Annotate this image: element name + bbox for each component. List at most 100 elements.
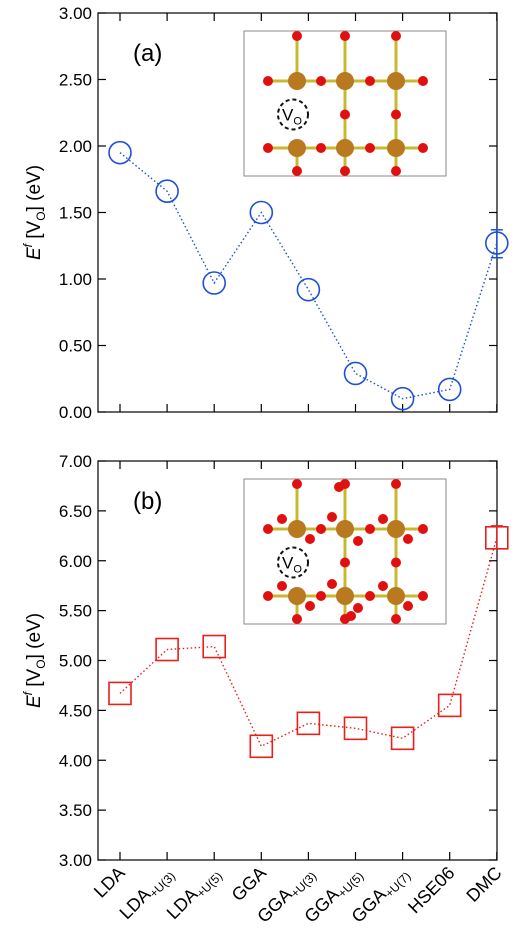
x-tick-label-sub: +U(5) — [335, 869, 366, 900]
oxygen-atom — [292, 166, 302, 176]
data-point — [484, 526, 509, 550]
oxygen-atom — [277, 581, 287, 591]
oxygen-atom — [418, 524, 428, 534]
vacancy-marker — [277, 546, 309, 579]
y-axis-label-main: E — [24, 247, 45, 260]
oxygen-atom — [263, 524, 273, 534]
vacancy-label-v: V — [282, 106, 294, 125]
oxygen-atom — [391, 166, 401, 176]
oxygen-atom — [316, 143, 326, 153]
oxygen-atom — [346, 611, 356, 621]
x-tick-label: LDA — [90, 863, 129, 902]
metal-atom — [336, 72, 354, 90]
oxygen-atom — [391, 109, 401, 120]
oxygen-atom — [292, 31, 302, 41]
oxygen-atom — [365, 76, 375, 86]
data-point — [484, 231, 509, 255]
data-point — [155, 637, 179, 662]
oxygen-atom — [391, 31, 401, 41]
x-tick-label: LDA+U(5) — [163, 863, 225, 925]
y-tick-label: 2.00 — [59, 137, 92, 156]
y-axis-label-bracket_close: ] (eV) — [24, 165, 45, 211]
data-point — [108, 681, 132, 706]
x-tick-label-base: DMC — [462, 863, 505, 906]
oxygen-atom — [292, 614, 302, 624]
oxygen-atom — [365, 143, 375, 153]
metal-atom — [288, 72, 306, 90]
oxygen-atom — [353, 536, 363, 546]
y-tick-label: 1.50 — [59, 204, 92, 223]
data-point — [202, 634, 226, 659]
inset-structure: VO — [243, 478, 447, 625]
data-point — [343, 361, 368, 386]
data-point — [343, 716, 368, 741]
oxygen-atom — [403, 534, 413, 544]
x-tick-label-sub: +U(5) — [194, 869, 225, 900]
oxygen-atom — [340, 31, 350, 41]
vacancy-marker — [277, 98, 309, 131]
y-tick-label: 4.00 — [59, 751, 92, 770]
oxygen-atom — [340, 109, 350, 120]
y-axis-label: Ef [VO] (eV) — [21, 613, 48, 708]
inset-structure: VO — [243, 30, 447, 177]
vacancy-label: VO — [282, 554, 302, 576]
oxygen-atom — [316, 524, 326, 534]
x-tick-label-sub: +U(3) — [147, 869, 178, 900]
data-point — [249, 200, 274, 225]
vacancy-label: VO — [282, 106, 302, 128]
series-line — [119, 537, 498, 748]
y-tick-label: 6.00 — [59, 552, 92, 571]
metal-atom — [387, 587, 405, 605]
oxygen-atom — [365, 524, 375, 534]
oxygen-atom — [403, 601, 413, 611]
metal-atom — [336, 587, 354, 605]
vacancy-label-v: V — [282, 554, 294, 573]
y-tick-label: 5.50 — [59, 602, 92, 621]
series-line — [119, 152, 498, 400]
oxygen-atom — [418, 76, 428, 86]
oxygen-atom — [327, 512, 337, 522]
oxygen-atom — [365, 591, 375, 601]
metal-atom — [336, 520, 354, 538]
y-axis-label-bracket_close: ] (eV) — [24, 613, 45, 659]
oxygen-atom — [391, 614, 401, 624]
data-point — [249, 734, 274, 759]
y-tick-label: 0.00 — [59, 403, 92, 422]
data-point — [437, 377, 462, 402]
y-axis-label-sup: f — [21, 242, 35, 247]
y-tick-label: 3.00 — [59, 4, 92, 23]
x-tick-label-base: LDA — [90, 863, 129, 902]
oxygen-atom — [418, 143, 428, 153]
data-point — [296, 277, 321, 302]
oxygen-atom — [263, 591, 273, 601]
data-point — [108, 140, 132, 165]
y-tick-label: 4.50 — [59, 701, 92, 720]
panel-b: 3.00 3.50 4.00 4.50 5.00 5.50 6.00 6.50 7.00 Ef [… — [21, 452, 509, 870]
data-point — [296, 711, 321, 736]
y-tick-label: 1.00 — [59, 270, 92, 289]
oxygen-atom — [277, 514, 287, 524]
y-axis-label-bracket_open: [V — [24, 220, 45, 244]
metal-atom — [288, 139, 306, 157]
oxygen-atom — [263, 76, 273, 86]
oxygen-atom — [391, 479, 401, 489]
data-point — [390, 386, 415, 411]
y-axis-label-sub: O — [34, 659, 48, 668]
vacancy-label-sub: O — [293, 564, 302, 576]
oxygen-atom — [378, 581, 388, 591]
metal-atom — [336, 139, 354, 157]
data-point — [390, 726, 415, 751]
y-tick-label: 5.00 — [59, 652, 92, 671]
metal-atom — [387, 72, 405, 90]
oxygen-atom — [340, 166, 350, 176]
oxygen-atom — [305, 601, 315, 611]
metal-atom — [288, 587, 306, 605]
oxygen-atom — [292, 479, 302, 489]
y-tick-label: 6.50 — [59, 502, 92, 521]
oxygen-atom — [305, 534, 315, 544]
x-tick-label-base: HSE06 — [404, 863, 458, 917]
oxygen-atom — [263, 143, 273, 153]
